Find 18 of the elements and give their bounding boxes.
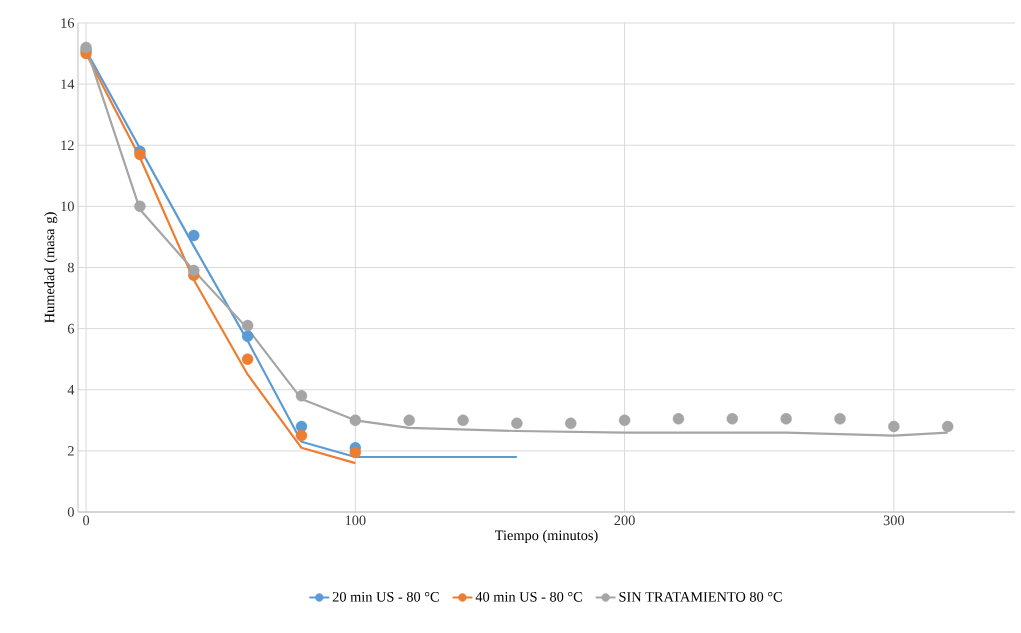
y-tick-label: 6	[67, 323, 75, 334]
x-tick-label: 0	[83, 515, 90, 526]
y-axis-title: Humedad (masa g)	[44, 212, 58, 323]
y-tick-label: 10	[61, 201, 74, 212]
x-axis-title: Tiempo (minutos)	[495, 530, 598, 544]
legend-label: 20 min US - 80 °C	[332, 591, 439, 602]
y-tick-label: 0	[67, 507, 74, 517]
y-tick-label: 14	[61, 79, 75, 89]
x-tick-label: 100	[345, 515, 366, 526]
y-tick-label: 16	[61, 18, 75, 28]
y-tick-label: 12	[61, 140, 74, 150]
x-tick-label: 200	[614, 515, 635, 526]
y-tick-label: 8	[67, 262, 74, 273]
legend-label: SIN TRATAMIENTO 80 °C	[619, 591, 782, 602]
x-tick-label: 300	[883, 515, 905, 526]
y-tick-label: 4	[67, 385, 75, 395]
legend-label: 40 min US - 80 °C	[475, 591, 582, 602]
y-tick-label: 2	[67, 446, 74, 456]
